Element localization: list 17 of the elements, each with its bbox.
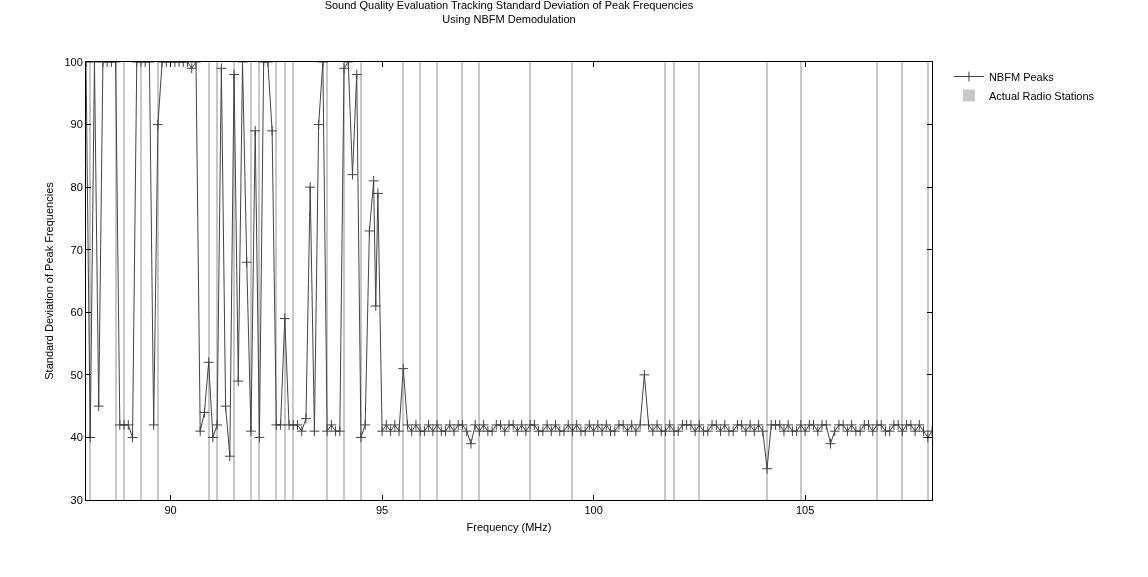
x-tick-label: 95 xyxy=(375,504,389,517)
y-tick-label: 80 xyxy=(70,180,83,193)
y-tick-label: 50 xyxy=(70,368,83,381)
x-tick-label: 90 xyxy=(164,504,177,517)
y-axis-title: Standard Deviation of Peak Frequencies xyxy=(43,181,56,380)
x-tick-label: 105 xyxy=(795,504,815,517)
y-tick-label: 40 xyxy=(70,431,83,444)
legend-label: Actual Radio Stations xyxy=(988,89,1095,102)
x-tick-label: 100 xyxy=(584,504,603,517)
y-tick-label: 70 xyxy=(70,243,83,256)
y-tick-label: 30 xyxy=(70,493,83,506)
legend-label: NBFM Peaks xyxy=(988,70,1055,83)
y-tick-label: 60 xyxy=(70,306,83,319)
y-tick-label: 100 xyxy=(64,55,83,68)
y-tick-label: 90 xyxy=(70,118,83,131)
chart-title: Sound Quality Evaluation Tracking Standard Deviation of Peak Frequencies Using NBFM Demodulation xyxy=(324,0,694,25)
x-axis-title: Frequency (MHz) xyxy=(466,521,552,534)
